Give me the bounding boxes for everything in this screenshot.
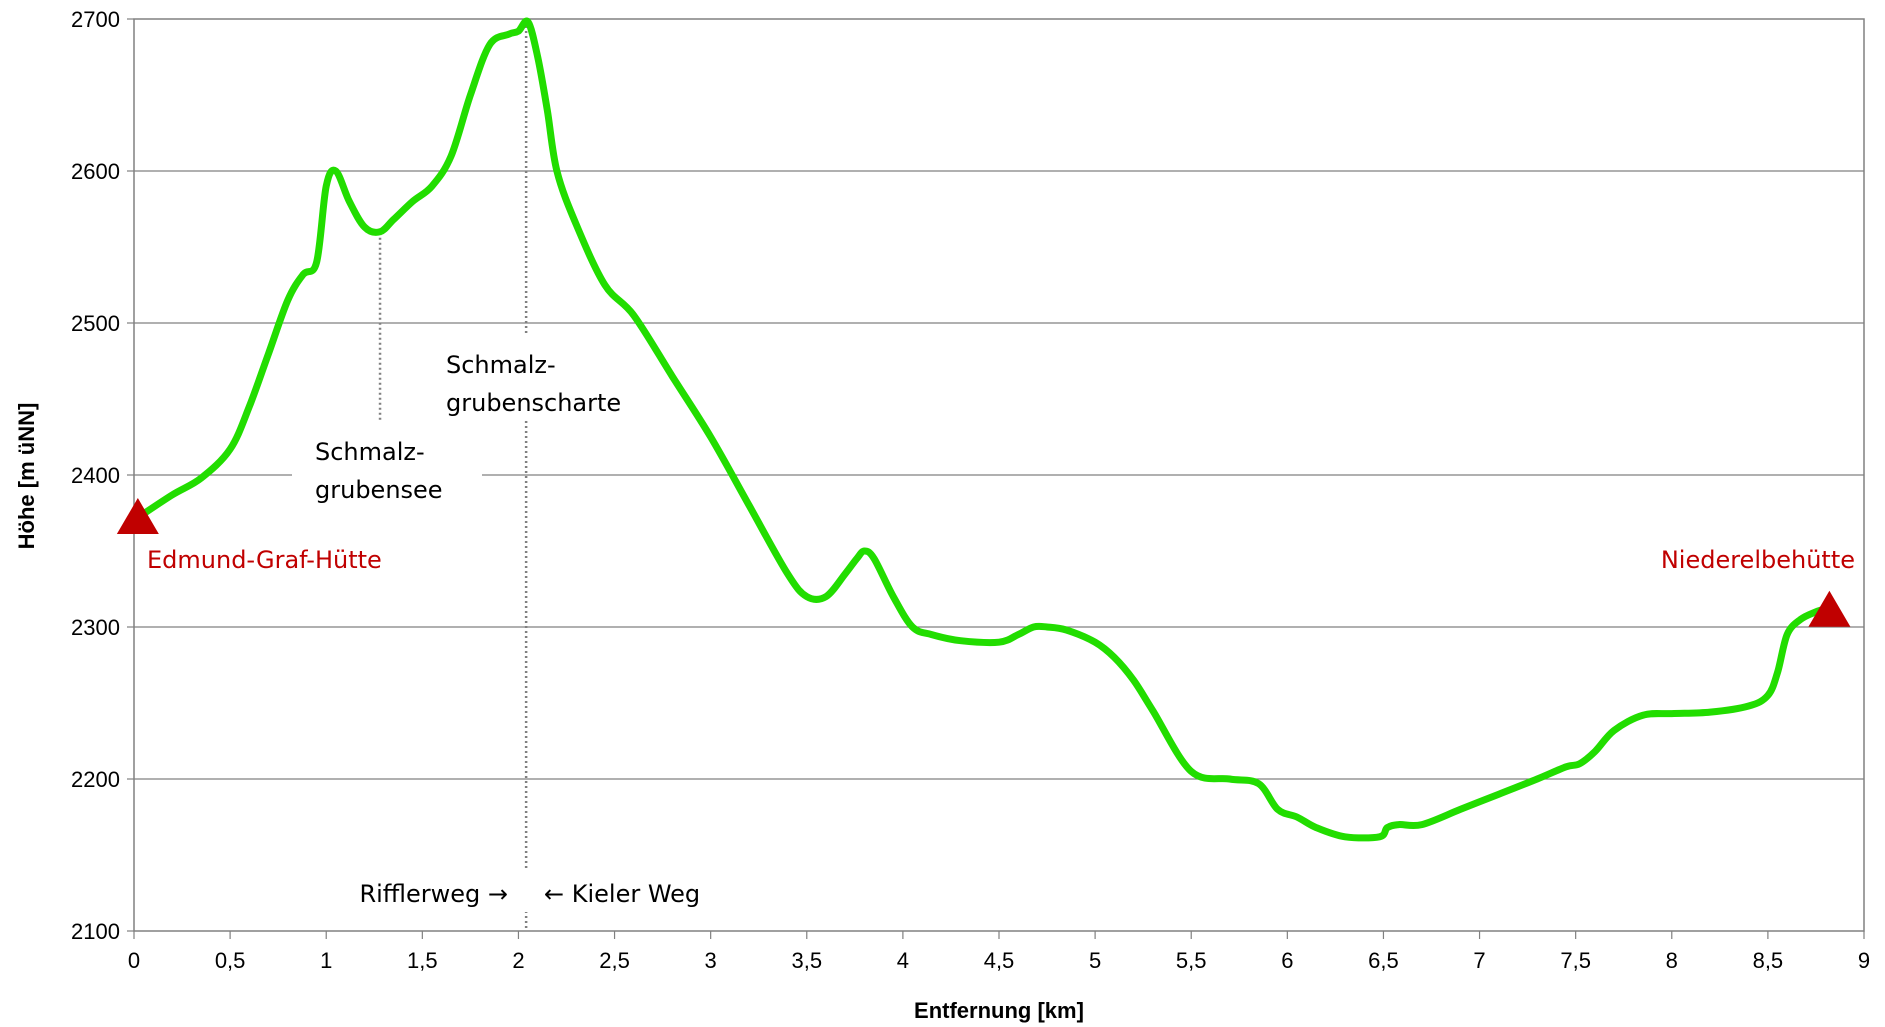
schmalzgrubenscharte-label-line1: Schmalz- xyxy=(446,351,556,379)
x-tick-label: 7 xyxy=(1473,948,1485,973)
end-hut-label: Niederelbehütte xyxy=(1661,546,1855,574)
y-tick-label: 2600 xyxy=(71,159,120,184)
x-tick-label: 0 xyxy=(128,948,140,973)
x-tick-label: 3 xyxy=(705,948,717,973)
kieler-weg-label: ← Kieler Weg xyxy=(544,880,700,908)
x-tick-label: 6,5 xyxy=(1368,948,1399,973)
x-tick-label: 1 xyxy=(320,948,332,973)
x-tick-label: 6 xyxy=(1281,948,1293,973)
x-tick-label: 4,5 xyxy=(984,948,1015,973)
x-tick-label: 5 xyxy=(1089,948,1101,973)
schmalzgrubensee-label-line1: Schmalz- xyxy=(315,438,425,466)
x-tick-label: 8 xyxy=(1666,948,1678,973)
x-tick-label: 2,5 xyxy=(599,948,630,973)
x-tick-label: 0,5 xyxy=(215,948,246,973)
x-tick-label: 2 xyxy=(512,948,524,973)
y-tick-label: 2300 xyxy=(71,615,120,640)
y-tick-label: 2700 xyxy=(71,7,120,32)
x-tick-label: 3,5 xyxy=(791,948,822,973)
y-tick-label: 2500 xyxy=(71,311,120,336)
x-tick-label: 5,5 xyxy=(1176,948,1207,973)
schmalzgrubensee-label-line2: grubensee xyxy=(315,476,443,504)
y-tick-label: 2100 xyxy=(71,919,120,944)
start-hut-label: Edmund-Graf-Hütte xyxy=(147,546,382,574)
x-tick-label: 1,5 xyxy=(407,948,438,973)
start-hut-triangle-icon xyxy=(117,498,159,534)
x-tick-label: 7,5 xyxy=(1560,948,1591,973)
schmalzgrubenscharte-label-line2: grubenscharte xyxy=(446,389,621,417)
y-tick-label: 2200 xyxy=(71,767,120,792)
x-tick-label: 8,5 xyxy=(1753,948,1784,973)
y-axis-title: Höhe [m üNN] xyxy=(14,403,39,550)
rifflerweg-label: Rifflerweg → xyxy=(359,880,508,908)
x-tick-label: 9 xyxy=(1858,948,1870,973)
x-tick-label: 4 xyxy=(897,948,909,973)
y-tick-label: 2400 xyxy=(71,463,120,488)
x-axis-title: Entfernung [km] xyxy=(914,998,1084,1023)
